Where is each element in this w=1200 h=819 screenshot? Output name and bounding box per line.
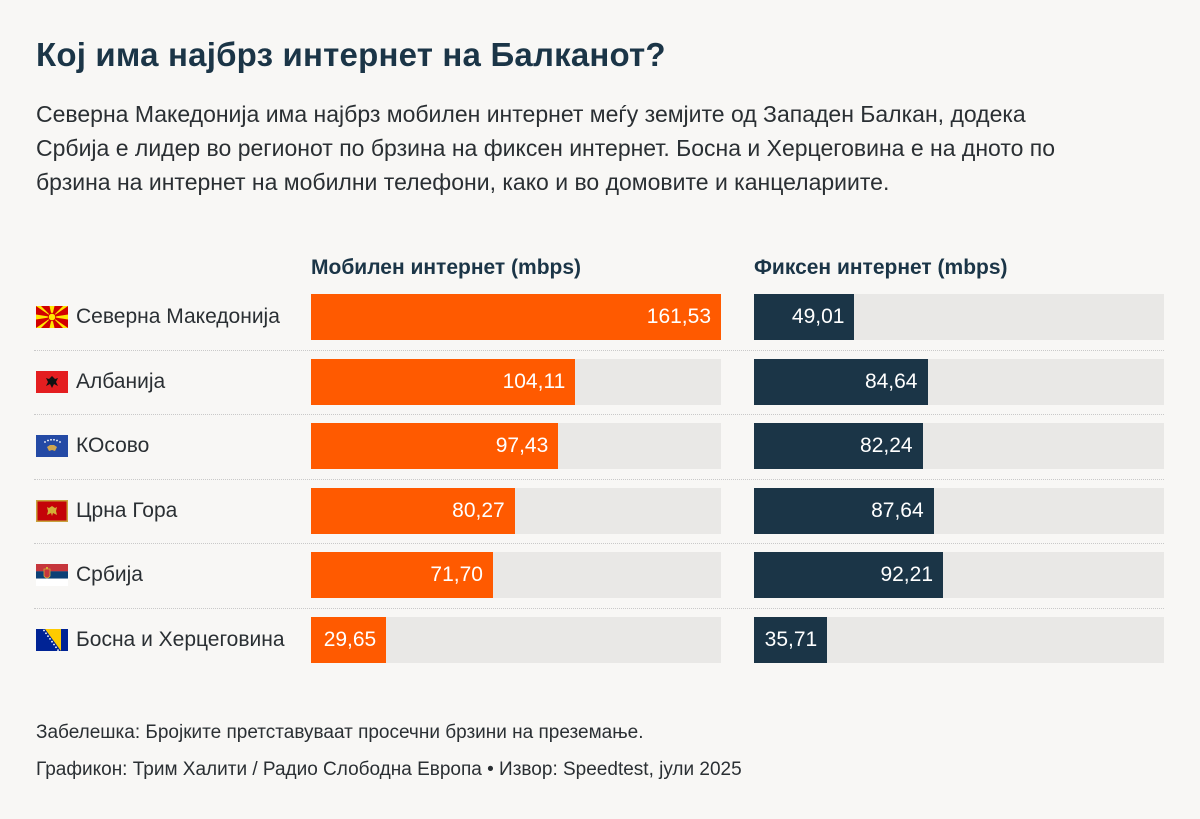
country-name: Албанија — [76, 369, 166, 393]
fixed-bar-track: 82,24 — [754, 423, 1164, 469]
mobile-bar-track: 161,53 — [311, 294, 721, 340]
country-name: КОсово — [76, 434, 150, 457]
mobile-bar-value: 104,11 — [502, 369, 566, 393]
fixed-bar-track: 35,71 — [754, 616, 1164, 663]
mobile-bar-value: 97,43 — [495, 434, 549, 457]
country-name: Северна Македонија — [76, 305, 280, 328]
subtitle-line-1: Северна Македонија има најбрз мобилен ин… — [36, 101, 1026, 127]
mobile-bar-track: 97,43 — [311, 423, 721, 469]
fixed-bar: 35,71 — [754, 616, 828, 663]
mobile-bar-value: 80,27 — [452, 498, 505, 522]
mobile-bar-track: 104,11 — [311, 358, 721, 405]
row-separator — [34, 349, 1164, 351]
chart-title: Кој има најбрз интернет на Балканот? — [36, 36, 666, 73]
chart-note: Забелешка: Бројките претставуваат просеч… — [36, 722, 644, 743]
fixed-bar: 87,64 — [754, 487, 934, 534]
fixed-bar-value: 49,01 — [791, 305, 845, 328]
country-name: Србија — [76, 563, 143, 586]
mobile-bar: 29,65 — [311, 616, 387, 663]
mobile-bar: 97,43 — [311, 423, 559, 469]
row-separator — [34, 543, 1164, 544]
fixed-bar: 49,01 — [754, 294, 855, 340]
row-separator — [34, 414, 1164, 415]
mobile-bar: 161,53 — [311, 294, 721, 340]
country-label: КОсово — [36, 423, 149, 469]
country-name: Црна Гора — [76, 498, 178, 522]
chart-row: Србија 71,70 92,21 — [0, 552, 1200, 598]
bosnia-flag-icon — [36, 628, 68, 651]
fixed-bar-value: 82,24 — [860, 434, 913, 457]
subtitle-line-2: Србија е лидер во регионот по брзина на … — [36, 135, 1056, 161]
mobile-bar-track: 71,70 — [311, 552, 721, 598]
chart-row: Албанија 104,11 84,64 — [0, 358, 1200, 405]
fixed-column-header: Фиксен интернет (mbps) — [754, 256, 1008, 279]
country-name: Босна и Херцеговина — [76, 627, 285, 651]
chart-row: Северна Македонија 161,53 49,01 — [0, 294, 1200, 340]
chart-row: КОсово 97,43 82,24 — [0, 423, 1200, 469]
mobile-bar: 71,70 — [311, 552, 493, 598]
fixed-bar-track: 49,01 — [754, 294, 1164, 340]
kosovo-flag-icon — [36, 435, 68, 457]
mobile-bar-value: 29,65 — [323, 627, 377, 651]
mobile-bar-value: 161,53 — [646, 305, 711, 328]
mobile-bar-value: 71,70 — [430, 563, 483, 586]
country-label: Црна Гора — [36, 488, 177, 534]
fixed-bar: 82,24 — [754, 423, 923, 469]
montenegro-flag-icon — [36, 499, 68, 522]
fixed-bar-value: 84,64 — [864, 369, 918, 393]
chart-credit: Графикон: Трим Халити / Радио Слободна Е… — [36, 759, 742, 780]
mobile-bar-track: 29,65 — [311, 616, 721, 663]
chart-subtitle: Северна Македонија има најбрз мобилен ин… — [36, 97, 1166, 199]
country-label: Србија — [36, 552, 143, 598]
fixed-bar-track: 84,64 — [754, 358, 1164, 405]
fixed-bar: 84,64 — [754, 358, 928, 405]
row-separator — [34, 607, 1164, 609]
country-label: Северна Македонија — [36, 294, 280, 340]
mobile-bar-track: 80,27 — [311, 487, 721, 534]
row-separator — [34, 478, 1164, 480]
mobile-bar: 104,11 — [311, 358, 576, 405]
fixed-bar-track: 92,21 — [754, 552, 1164, 598]
fixed-bar: 92,21 — [754, 552, 944, 598]
fixed-bar-track: 87,64 — [754, 487, 1164, 534]
chart-row: Црна Гора 80,27 87,64 — [0, 487, 1200, 534]
country-label: Албанија — [36, 359, 165, 405]
fixed-bar-value: 35,71 — [764, 627, 818, 651]
mobile-bar: 80,27 — [311, 487, 515, 534]
chart-row: Босна и Херцеговина 29,65 35,71 — [0, 616, 1200, 663]
albania-flag-icon — [36, 370, 68, 393]
country-label: Босна и Херцеговина — [36, 617, 285, 663]
north-macedonia-flag-icon — [36, 306, 68, 328]
fixed-bar-value: 87,64 — [871, 498, 924, 522]
serbia-flag-icon — [36, 564, 68, 586]
fixed-bar-value: 92,21 — [880, 563, 934, 586]
subtitle-line-3: брзина на интернет на мобилни телефони, … — [36, 169, 890, 195]
mobile-column-header: Мобилен интернет (mbps) — [311, 256, 582, 279]
